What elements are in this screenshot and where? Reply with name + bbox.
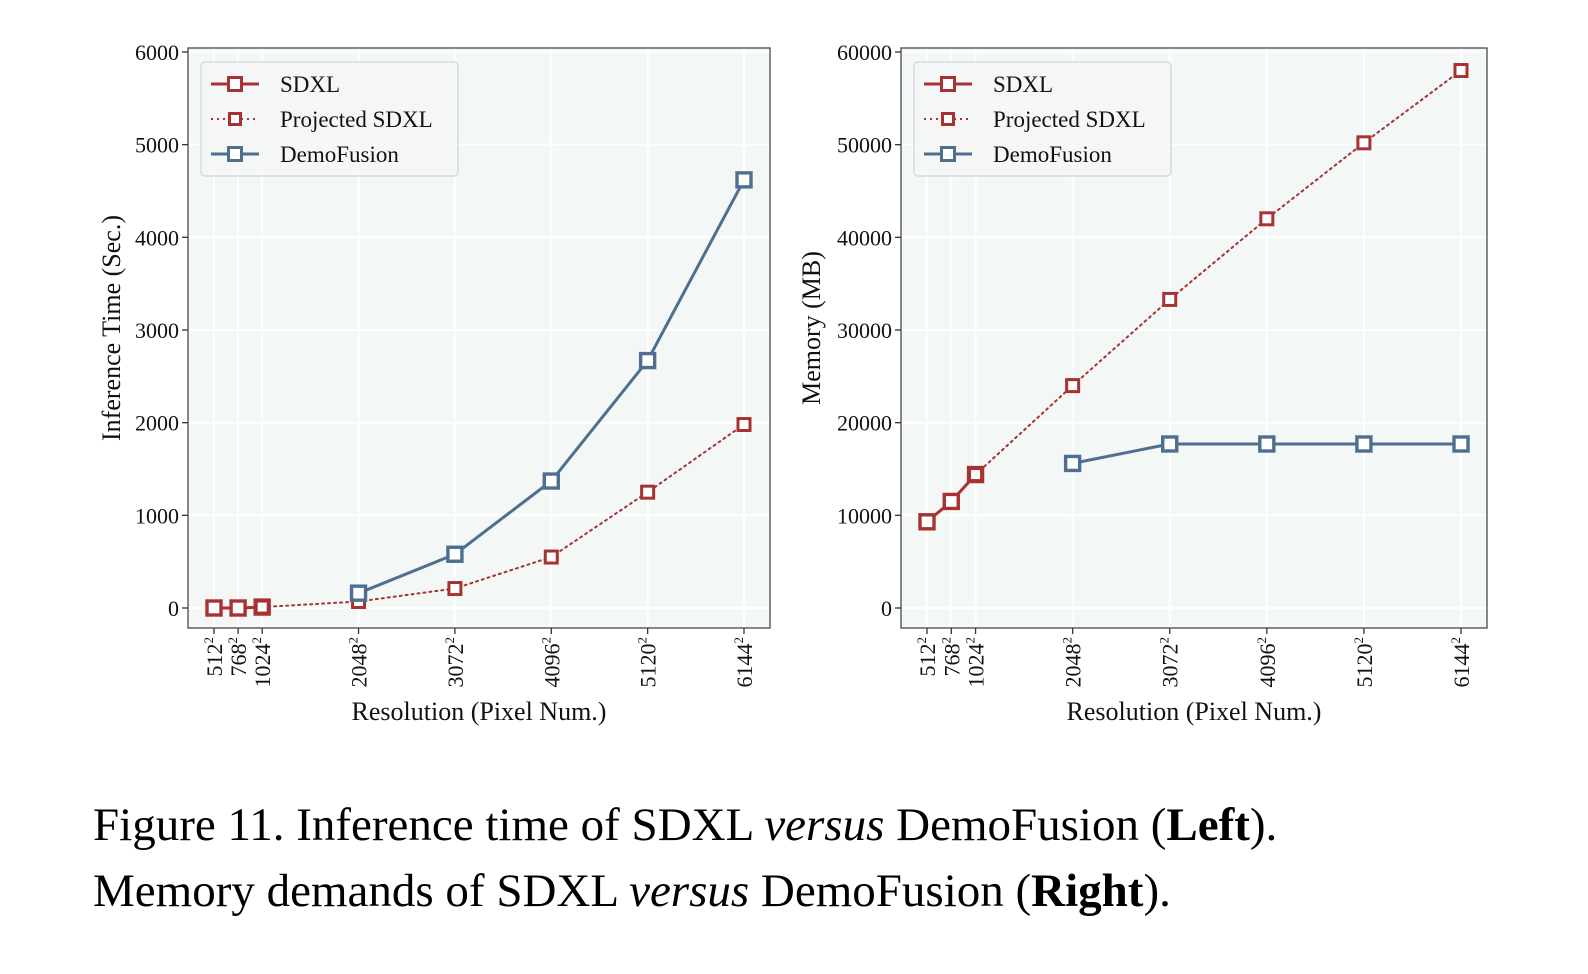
caption-line1-end: ). [1249, 799, 1278, 851]
caption-line2-end: ). [1143, 865, 1171, 917]
right-xtick-label: 5122 [914, 637, 940, 677]
left-xtick-label: 5122 [201, 637, 227, 677]
left-ytick-label: 5000 [135, 133, 179, 158]
left-y-axis-label: Inference Time (Sec.) [97, 215, 126, 441]
right-legend-label-0: SDXL [993, 72, 1053, 97]
left-ytick-label: 2000 [135, 411, 179, 436]
right-ytick-label: 50000 [837, 133, 892, 158]
left-xtick-label: 51202 [635, 637, 661, 688]
left-series-2-point-3 [638, 351, 657, 370]
left-series-1-point-5 [736, 417, 752, 433]
left-xtick-label: 40962 [538, 637, 564, 688]
right-ytick-label: 40000 [837, 225, 892, 250]
right-series-2-point-0 [1063, 454, 1082, 473]
right-series-0-point-1 [942, 492, 960, 511]
right-series-1-line [974, 69, 1462, 476]
figure-caption: Figure 11. Inference time of SDXL versus… [93, 792, 1553, 924]
right-x-axis-label: Resolution (Pixel Num.) [1067, 697, 1322, 726]
left-xtick-label: 7682 [225, 637, 251, 677]
right-series-1-point-4 [1356, 135, 1372, 151]
left-legend-label-2: DemoFusion [280, 142, 399, 167]
caption-line2-bold: Right [1031, 865, 1144, 917]
left-ytick-label: 3000 [135, 318, 179, 343]
left-xtick-label: 20482 [346, 637, 372, 688]
caption-line2-italic: versus [629, 865, 750, 917]
right-legend-label-2: DemoFusion [993, 142, 1112, 167]
left-series-1-point-2 [447, 581, 463, 597]
right-ytick-label: 0 [881, 596, 892, 621]
left-legend-marker-0 [227, 76, 243, 92]
right-chart: 0 10000 20000 30000 40000 50000 60000 512276821… [797, 40, 1488, 726]
left-series-1-point-3 [543, 549, 559, 565]
left-series-0-point-1 [229, 599, 247, 617]
left-legend-box [200, 61, 459, 177]
left-legend-label-0: SDXL [280, 72, 340, 97]
left-ytick-label: 0 [168, 596, 179, 621]
right-xtick-label: 10242 [963, 637, 989, 688]
right-legend-marker-1 [941, 112, 955, 126]
right-xtick-label: 61442 [1448, 637, 1474, 688]
left-ytick-label: 1000 [135, 503, 179, 528]
caption-line1-italic: versus [764, 799, 885, 851]
left-series-1-point-4 [640, 484, 656, 500]
right-series-2-point-1 [1161, 435, 1179, 453]
right-frame [900, 47, 1488, 629]
left-xtick-label: 61442 [731, 637, 757, 688]
left-legend-marker-2 [227, 146, 243, 162]
left-ytick-label: 4000 [135, 225, 179, 250]
right-legend-box [913, 61, 1172, 177]
right-series-0-point-0 [918, 513, 936, 531]
left-frame [187, 47, 771, 629]
right-series-1-point-2 [1162, 291, 1178, 307]
left-xtick-label: 30722 [442, 637, 468, 688]
right-series-2-point-4 [1452, 435, 1470, 453]
right-legend: SDXL Projected SDXL DemoFusion [913, 61, 1172, 177]
right-series-2-point-3 [1355, 435, 1373, 453]
left-series-2-point-4 [735, 171, 753, 189]
caption-line1-middle: DemoFusion ( [884, 799, 1167, 851]
right-xtick-label: 51202 [1351, 637, 1377, 688]
right-xtick-label: 40962 [1254, 637, 1280, 688]
right-y-axis-label: Memory (MB) [797, 251, 826, 405]
left-series-1-point-0 [254, 599, 270, 615]
right-xtick-label: 20482 [1060, 637, 1086, 688]
caption-line2-prefix: Memory demands of SDXL [93, 865, 630, 917]
caption-line1-bold: Left [1166, 799, 1250, 851]
right-legend-marker-2 [940, 146, 956, 162]
figure: 0100020003000400050006000512276821024220… [97, 40, 1488, 726]
right-series-1-point-3 [1259, 211, 1275, 227]
right-series-2-point-2 [1258, 435, 1276, 453]
left-xtick-label: 10242 [249, 637, 275, 688]
left-legend: SDXL Projected SDXL DemoFusion [200, 61, 459, 177]
left-series-2-point-1 [446, 545, 464, 563]
right-xtick-label: 30722 [1157, 637, 1183, 688]
caption-line2-middle: DemoFusion ( [749, 865, 1032, 917]
right-legend-marker-0 [940, 76, 956, 92]
right-ytick-label: 20000 [837, 411, 892, 436]
right-ytick-label: 10000 [837, 503, 892, 528]
right-legend-label-1: Projected SDXL [993, 107, 1146, 132]
right-ytick-label: 30000 [837, 318, 892, 343]
left-legend-label-1: Projected SDXL [280, 107, 433, 132]
left-series-2-point-0 [349, 584, 368, 602]
right-ytick-label: 60000 [837, 40, 892, 65]
right-series-1-point-5 [1453, 63, 1469, 79]
left-series-1-line [261, 423, 745, 609]
left-series-0-point-0 [205, 599, 223, 617]
right-series-1-point-1 [1065, 378, 1081, 394]
left-series-2-point-2 [542, 472, 560, 490]
left-ytick-label: 6000 [135, 40, 179, 65]
caption-line1-prefix: Figure 11. Inference time of SDXL [93, 799, 765, 851]
left-legend-marker-1 [228, 112, 242, 126]
right-series-1-point-0 [968, 467, 984, 483]
right-xtick-label: 7682 [938, 637, 964, 677]
left-x-axis-label: Resolution (Pixel Num.) [352, 697, 607, 726]
